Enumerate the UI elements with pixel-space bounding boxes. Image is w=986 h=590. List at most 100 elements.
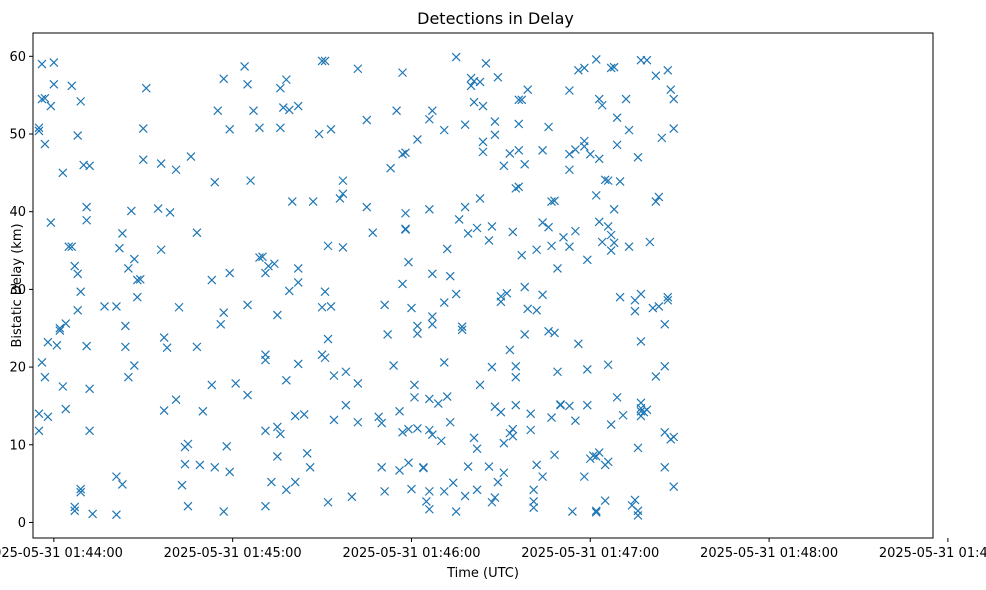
- scatter-point: [427, 430, 437, 440]
- scatter-point: [398, 427, 407, 437]
- scatter-point: [594, 217, 604, 227]
- scatter-point: [410, 392, 419, 402]
- scatter-point: [612, 113, 622, 123]
- scatter-point: [603, 176, 613, 186]
- scatter-point: [448, 478, 458, 488]
- scatter-point: [326, 124, 336, 134]
- scatter-point: [439, 298, 449, 308]
- scatter-point: [564, 86, 574, 95]
- scatter-point: [606, 230, 616, 240]
- scatter-point: [636, 337, 646, 346]
- scatter-point: [341, 367, 351, 377]
- scatter-point: [567, 507, 577, 517]
- scatter-point: [520, 159, 530, 169]
- scatter-point: [85, 426, 95, 436]
- scatter-point: [606, 246, 616, 255]
- scatter-point: [159, 406, 169, 416]
- scatter-point: [240, 61, 250, 71]
- scatter-point: [669, 94, 679, 104]
- scatter-point: [582, 400, 592, 410]
- scatter-point: [117, 479, 127, 489]
- y-tick-label: 50: [9, 128, 26, 143]
- scatter-point: [156, 159, 166, 168]
- scatter-point: [526, 425, 536, 435]
- scatter-point: [401, 148, 410, 158]
- scatter-point: [544, 222, 553, 232]
- scatter-point: [320, 287, 330, 297]
- scatter-point: [538, 472, 548, 482]
- scatter-point: [186, 152, 196, 161]
- y-tick-label: 30: [9, 283, 26, 298]
- scatter-point: [573, 339, 583, 349]
- x-tick-label: 2025-05-31 01:45:00: [164, 546, 302, 561]
- scatter-point: [129, 361, 139, 370]
- scatter-point: [550, 196, 559, 206]
- scatter-point: [219, 308, 229, 318]
- scatter-point: [633, 152, 643, 162]
- y-tick-label: 60: [9, 50, 26, 65]
- scatter-point: [195, 460, 205, 470]
- scatter-point: [61, 319, 71, 328]
- scatter-point: [117, 229, 127, 238]
- scatter-point: [487, 222, 497, 231]
- scatter-point: [377, 462, 387, 472]
- scatter-point: [550, 328, 559, 338]
- scatter-point: [37, 357, 47, 367]
- scatter-point: [58, 168, 68, 178]
- scatter-point: [496, 407, 506, 417]
- scatter-point: [320, 353, 330, 363]
- x-tick-label: 2025-05-31 01:49:00: [879, 546, 986, 561]
- scatter-point: [37, 59, 47, 69]
- scatter-point: [481, 58, 491, 68]
- scatter-point: [112, 472, 121, 482]
- scatter-point: [472, 485, 482, 495]
- scatter-point: [34, 426, 44, 436]
- scatter-point: [177, 480, 187, 490]
- scatter-point: [615, 176, 625, 186]
- scatter-point: [386, 163, 396, 173]
- scatter-point: [261, 501, 270, 511]
- scatter-point: [114, 243, 124, 253]
- scatter-point: [398, 149, 407, 159]
- scatter-point: [281, 375, 291, 385]
- scatter-point: [70, 502, 80, 512]
- scatter-point: [40, 93, 50, 103]
- scatter-point: [669, 482, 679, 492]
- scatter-point: [663, 295, 673, 305]
- scatter-point: [401, 208, 410, 218]
- scatter-point: [570, 226, 580, 236]
- scatter-point: [67, 242, 77, 252]
- scatter-point: [231, 378, 241, 388]
- scatter-point: [579, 63, 589, 73]
- scatter-point: [514, 119, 524, 129]
- scatter-point: [526, 409, 536, 419]
- scatter-point: [73, 305, 83, 315]
- scatter-point: [457, 322, 467, 332]
- scatter-point: [648, 303, 658, 313]
- scatter-point: [377, 418, 387, 428]
- x-axis-label: Time (UTC): [446, 566, 519, 581]
- scatter-point: [407, 303, 416, 313]
- scatter-point: [663, 292, 673, 302]
- scatter-point: [320, 56, 330, 66]
- scatter-point: [469, 97, 479, 107]
- scatter-point: [621, 94, 631, 104]
- scatter-point: [374, 412, 384, 422]
- y-tick-label: 40: [9, 205, 26, 220]
- scatter-point: [61, 404, 71, 414]
- scatter-point: [421, 497, 431, 506]
- scatter-point: [159, 333, 169, 342]
- scatter-point: [43, 337, 53, 347]
- scatter-point: [538, 218, 548, 227]
- scatter-point: [73, 269, 83, 279]
- scatter-point: [660, 427, 670, 437]
- scatter-point: [520, 282, 530, 292]
- scatter-point: [395, 406, 404, 416]
- scatter-point: [514, 95, 524, 105]
- scatter-point: [329, 371, 339, 381]
- scatter-point: [34, 409, 44, 419]
- scatter-point: [475, 194, 485, 203]
- scatter-point: [478, 137, 488, 147]
- scatter-point: [520, 330, 530, 339]
- scatter-point: [120, 321, 130, 331]
